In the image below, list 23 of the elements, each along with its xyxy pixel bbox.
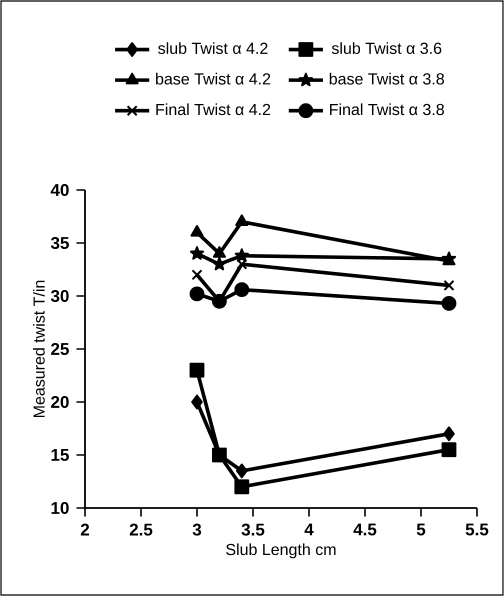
x-axis-title: Slub Length cm bbox=[226, 543, 336, 558]
x-tick-label: 4.5 bbox=[353, 524, 376, 536]
y-tick-label: 35 bbox=[50, 236, 69, 250]
legend-label: Final Twist α 4.2 bbox=[156, 103, 270, 116]
x-tick-label: 2 bbox=[80, 524, 90, 536]
legend-label: slub Twist α 3.6 bbox=[332, 42, 442, 54]
legend-label: base Twist α 4.2 bbox=[156, 72, 270, 85]
legend-label: Final Twist α 3.8 bbox=[330, 103, 444, 116]
y-tick-label: 10 bbox=[52, 502, 69, 514]
x-tick-label: 3 bbox=[192, 524, 202, 536]
y-tick-label: 30 bbox=[50, 290, 69, 302]
y-tick-label: 15 bbox=[52, 449, 69, 461]
x-tick-label: 3.5 bbox=[242, 524, 264, 536]
x-tick-label: 5 bbox=[416, 524, 426, 536]
y-tick-label: 40 bbox=[50, 184, 69, 196]
x-tick-label: 5.5 bbox=[466, 524, 488, 536]
legend-label: slub Twist α 4.2 bbox=[158, 42, 268, 54]
y-axis-title: Measured twist T/in bbox=[32, 280, 45, 418]
y-tick-label: 25 bbox=[51, 342, 69, 356]
legend-label: base Twist α 3.8 bbox=[330, 72, 444, 85]
x-tick-label: 4 bbox=[304, 524, 314, 536]
x-tick-label: 2.5 bbox=[130, 524, 152, 536]
y-tick-label: 20 bbox=[51, 396, 69, 408]
